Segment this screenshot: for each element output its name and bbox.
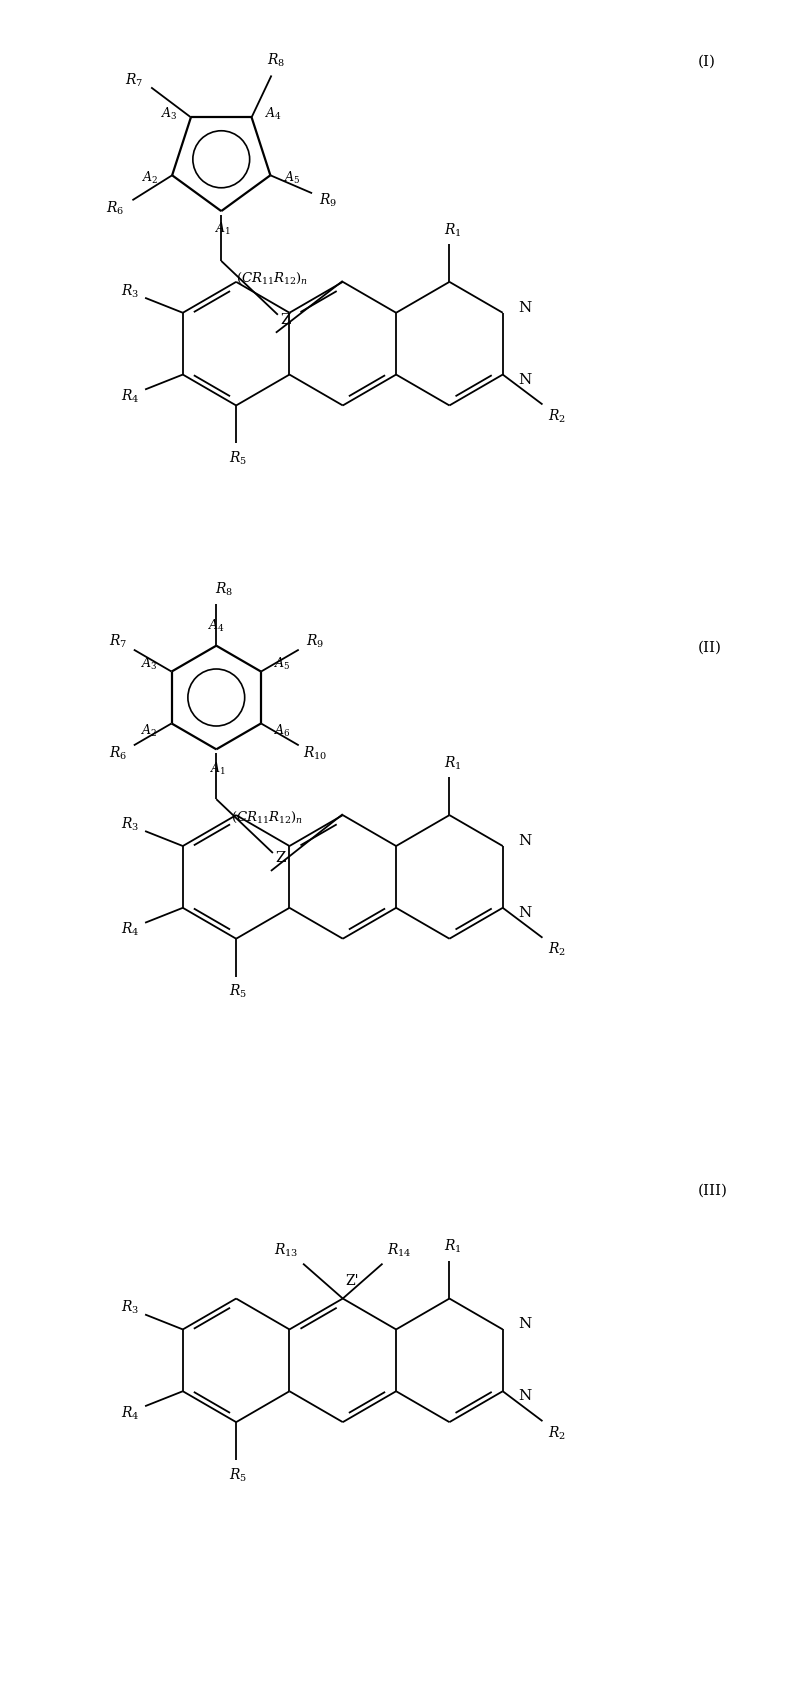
Text: $R_5$: $R_5$ [229, 1465, 247, 1484]
Text: $A_5$: $A_5$ [274, 655, 291, 672]
Text: (I): (I) [698, 54, 716, 70]
Text: $R_1$: $R_1$ [444, 754, 461, 773]
Text: $(CR_{11}R_{12})_n$: $(CR_{11}R_{12})_n$ [236, 271, 308, 286]
Text: N: N [518, 834, 532, 848]
Text: $R_1$: $R_1$ [444, 221, 461, 238]
Text: $A_4$: $A_4$ [265, 106, 282, 123]
Text: N: N [518, 373, 532, 386]
Text: $R_2$: $R_2$ [549, 408, 566, 426]
Text: $R_4$: $R_4$ [121, 1404, 139, 1421]
Text: $A_1$: $A_1$ [215, 221, 231, 237]
Text: $R_2$: $R_2$ [549, 1425, 566, 1442]
Text: $R_8$: $R_8$ [215, 580, 234, 597]
Text: N: N [518, 301, 532, 315]
Text: $A_4$: $A_4$ [208, 618, 225, 633]
Text: $R_3$: $R_3$ [121, 815, 139, 832]
Text: $R_5$: $R_5$ [229, 449, 247, 466]
Text: Z': Z' [346, 1273, 359, 1288]
Text: N: N [518, 905, 532, 919]
Text: $R_8$: $R_8$ [267, 51, 286, 70]
Text: $A_2$: $A_2$ [142, 170, 158, 186]
Text: $R_7$: $R_7$ [125, 71, 143, 89]
Text: (II): (II) [698, 640, 722, 655]
Text: $A_2$: $A_2$ [142, 723, 158, 739]
Text: $R_{10}$: $R_{10}$ [303, 744, 328, 762]
Text: $R_9$: $R_9$ [306, 633, 324, 650]
Text: $R_4$: $R_4$ [121, 921, 139, 938]
Text: N: N [518, 1317, 532, 1331]
Text: $R_3$: $R_3$ [121, 1299, 139, 1316]
Text: $R_2$: $R_2$ [549, 941, 566, 958]
Text: $A_3$: $A_3$ [161, 106, 178, 123]
Text: Z: Z [281, 313, 291, 327]
Text: $R_3$: $R_3$ [121, 283, 139, 300]
Text: (III): (III) [698, 1183, 728, 1197]
Text: $A_1$: $A_1$ [210, 761, 226, 778]
Text: N: N [518, 1389, 532, 1402]
Text: $A_3$: $A_3$ [142, 655, 158, 672]
Text: $R_5$: $R_5$ [229, 982, 247, 1001]
Text: Z: Z [276, 851, 286, 865]
Text: $R_{14}$: $R_{14}$ [387, 1242, 412, 1259]
Text: $R_6$: $R_6$ [109, 744, 127, 762]
Text: $R_9$: $R_9$ [319, 192, 337, 209]
Text: $A_5$: $A_5$ [284, 170, 301, 186]
Text: $R_1$: $R_1$ [444, 1237, 461, 1256]
Text: $R_6$: $R_6$ [106, 199, 125, 216]
Text: $R_4$: $R_4$ [121, 388, 139, 405]
Text: $R_{13}$: $R_{13}$ [274, 1242, 298, 1259]
Text: $A_6$: $A_6$ [274, 723, 291, 739]
Text: $(CR_{11}R_{12})_n$: $(CR_{11}R_{12})_n$ [231, 810, 303, 825]
Text: $R_7$: $R_7$ [109, 633, 127, 650]
